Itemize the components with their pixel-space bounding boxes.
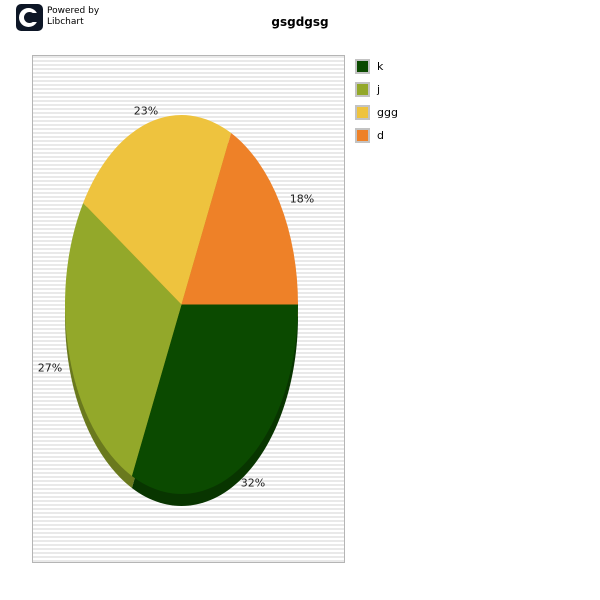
legend-row-k: k [355, 59, 398, 74]
branding-line2: Libchart [47, 16, 84, 27]
legend-swatch-k [355, 59, 370, 74]
legend-swatch-j [355, 82, 370, 97]
logo-bar-icon [30, 13, 43, 22]
percent-label: 23% [133, 104, 159, 118]
logo-dot-icon [24, 12, 35, 23]
percent-label: 18% [289, 192, 315, 206]
legend-label: d [377, 129, 384, 142]
legend-row-j: j [355, 82, 398, 97]
branding-text: Powered by Libchart [47, 6, 99, 27]
chart-title: gsgdgsg [271, 15, 329, 29]
percent-label: 27% [37, 361, 63, 375]
pie-slice-k [131, 304, 298, 494]
legend-swatch-ggg [355, 105, 370, 120]
legend-swatch-d [355, 128, 370, 143]
legend: k j ggg d [355, 59, 398, 151]
branding-line1: Powered by [47, 6, 100, 16]
pie-slice-d [181, 133, 298, 305]
legend-label: j [377, 83, 381, 96]
libchart-logo [16, 4, 43, 31]
legend-label: ggg [377, 106, 398, 119]
pie-slice-ggg [83, 115, 232, 305]
pie-slice-j [64, 202, 182, 476]
legend-row-ggg: ggg [355, 105, 398, 120]
legend-row-d: d [355, 128, 398, 143]
legend-label: k [377, 60, 384, 73]
percent-label: 32% [240, 476, 266, 490]
